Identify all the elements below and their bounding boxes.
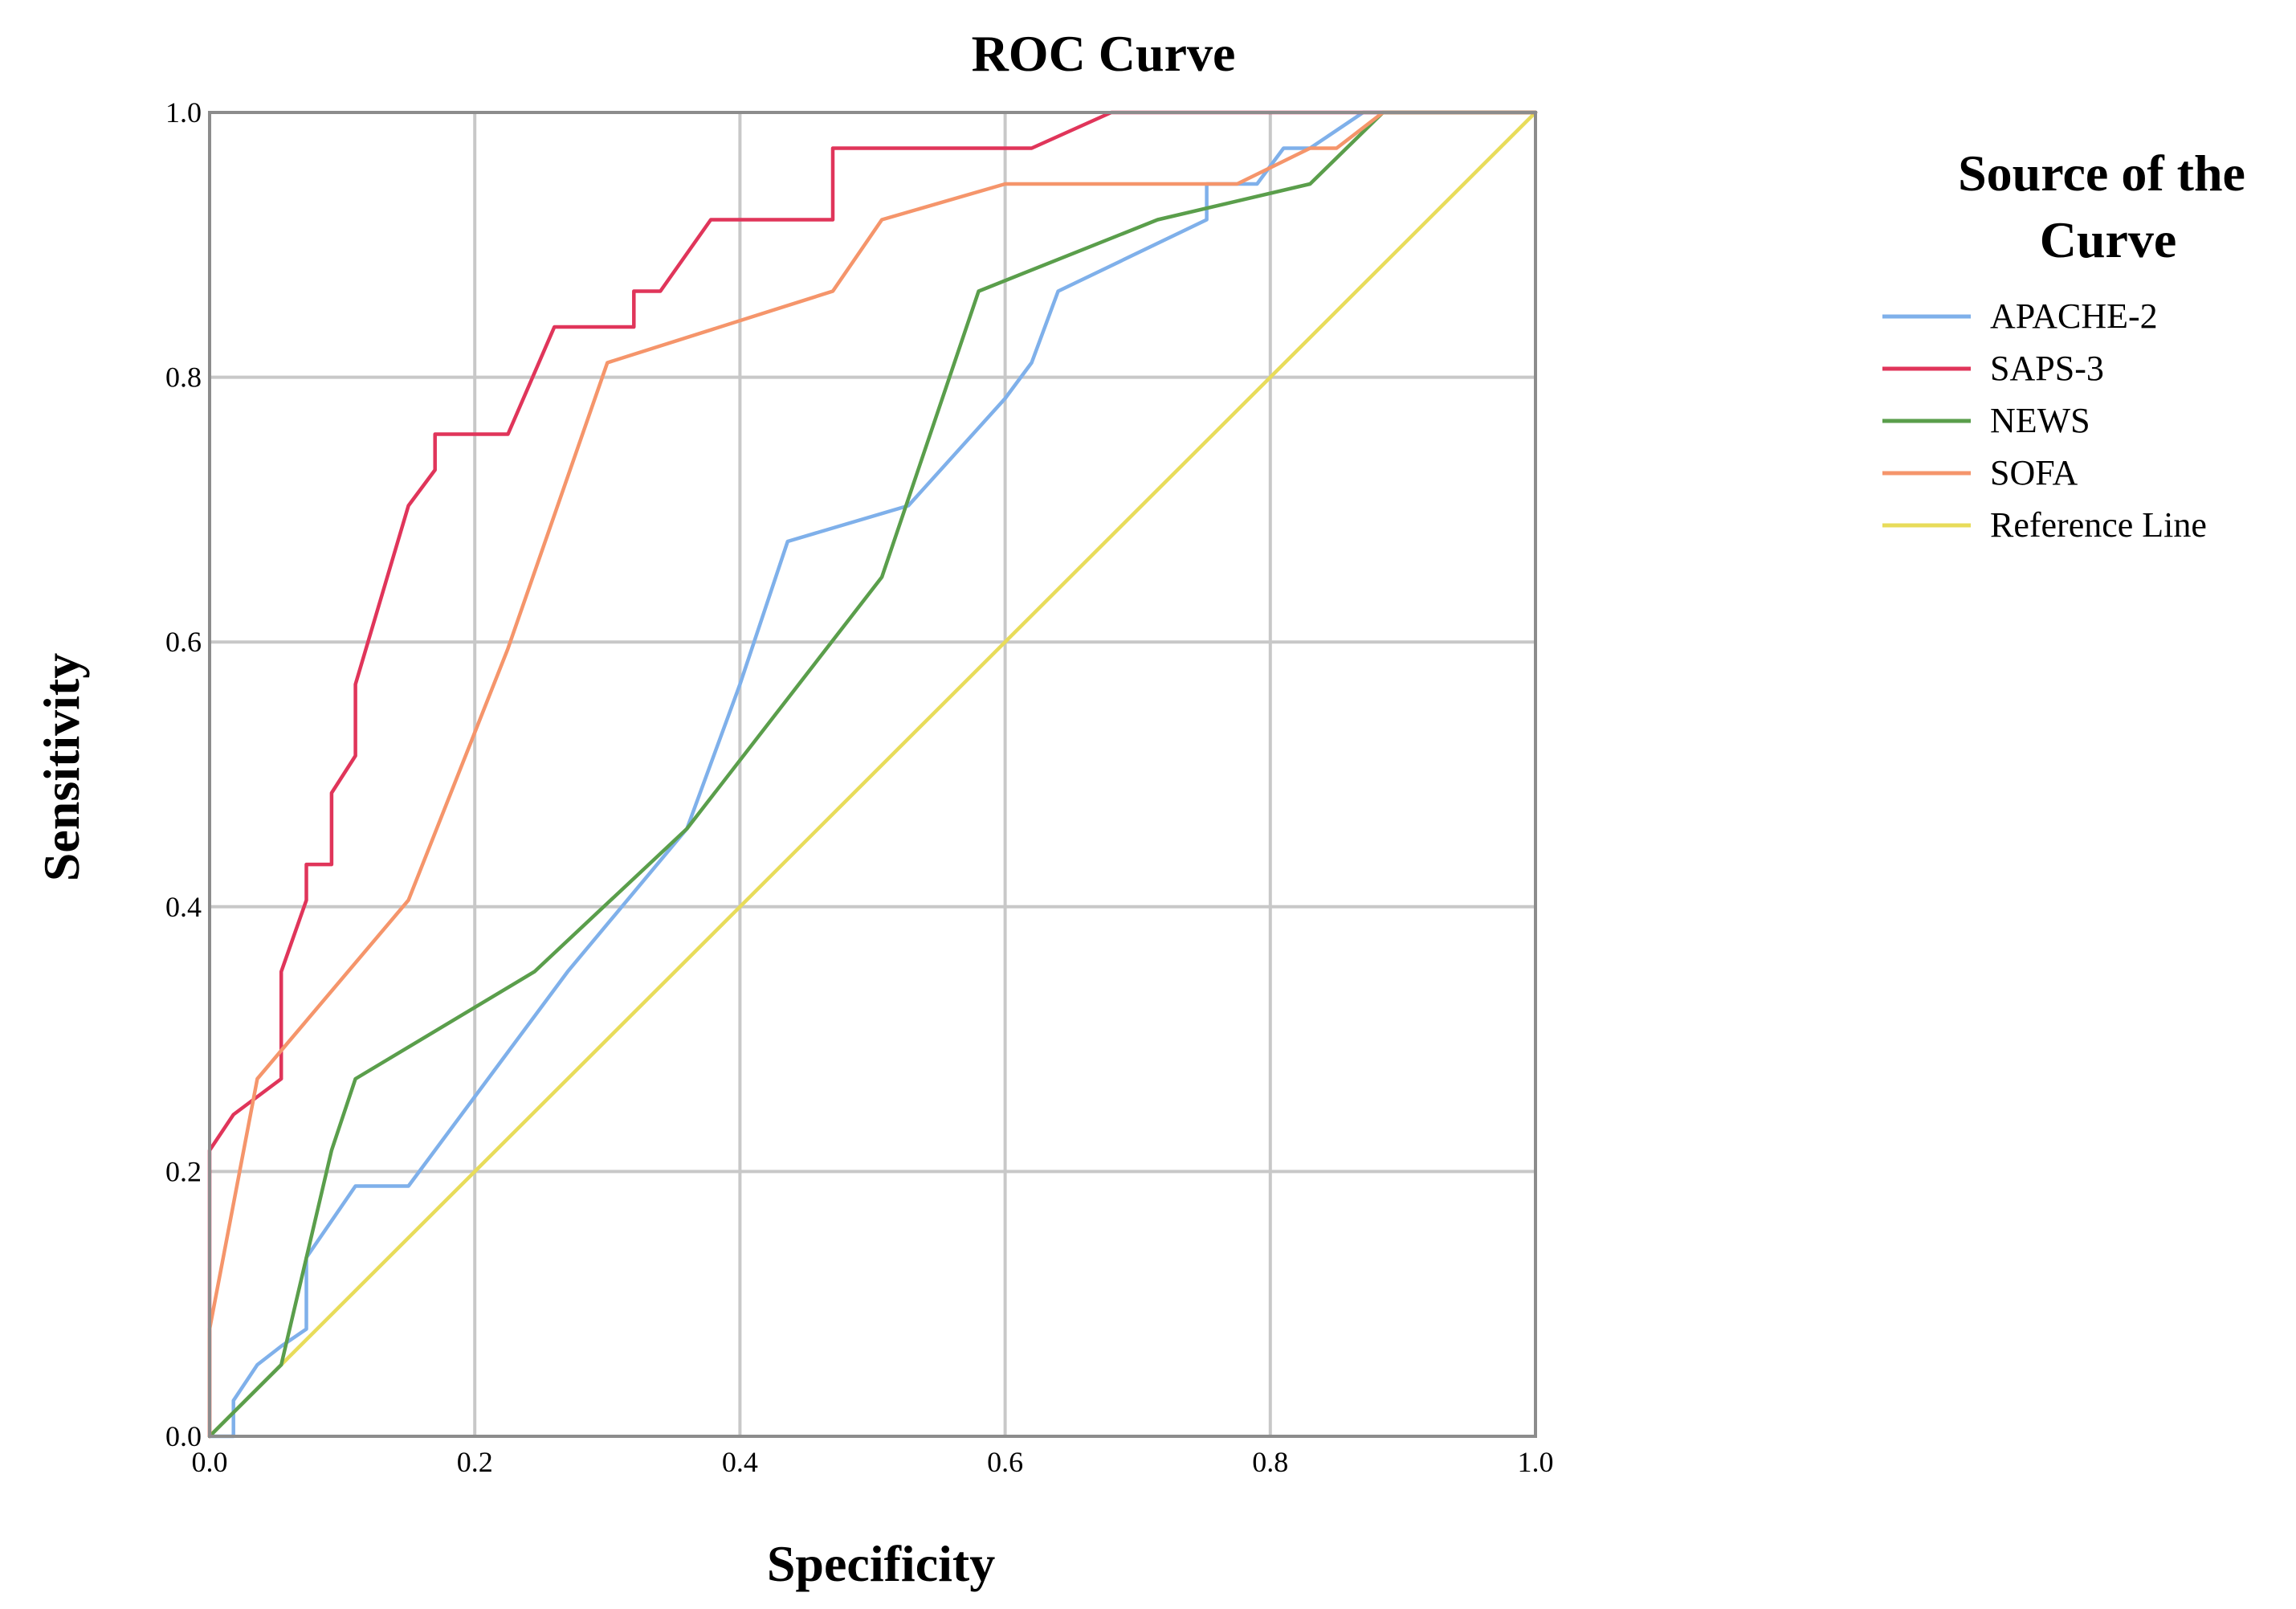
y-tick-labels: 0.0 0.2 0.4 0.6 0.8 1.0 (165, 96, 202, 1452)
legend-item-reference-line: Reference Line (1882, 505, 2207, 545)
x-tick-label: 0.2 (457, 1446, 493, 1478)
legend: Source of the Curve APACHE-2 SAPS-3 NEWS SO… (1882, 145, 2258, 545)
legend-label: Reference Line (1990, 505, 2207, 545)
series-line-news (207, 110, 1538, 1439)
series-line-apache-2 (207, 110, 1538, 1439)
series-line-sofa (207, 110, 1538, 1439)
y-tick-label: 0.4 (165, 891, 202, 923)
grid-lines (210, 112, 1535, 1436)
y-tick-label: 0.6 (165, 626, 202, 658)
y-tick-label: 0.2 (165, 1155, 202, 1187)
x-axis-title: Specificity (767, 1535, 995, 1592)
legend-item-saps-3: SAPS-3 (1882, 349, 2104, 388)
legend-item-sofa: SOFA (1882, 453, 2078, 492)
series-line-saps-3 (207, 110, 1538, 1439)
legend-item-apache-2: APACHE-2 (1882, 296, 2158, 336)
legend-label: SAPS-3 (1990, 349, 2104, 388)
x-tick-label: 0.8 (1252, 1446, 1288, 1478)
legend-label: APACHE-2 (1990, 296, 2158, 336)
legend-label: SOFA (1990, 453, 2078, 492)
y-axis-title: Sensitivity (33, 653, 90, 881)
x-tick-labels: 0.0 0.2 0.4 0.6 0.8 1.0 (192, 1446, 1554, 1478)
y-tick-label: 0.0 (165, 1420, 202, 1452)
legend-title-line-2: Curve (2040, 211, 2177, 268)
legend-item-news: NEWS (1882, 401, 2090, 440)
x-tick-label: 0.6 (987, 1446, 1023, 1478)
series-line-reference-line (207, 110, 1538, 1439)
legend-items: APACHE-2 SAPS-3 NEWS SOFA Reference Line (1882, 296, 2207, 545)
y-tick-label: 1.0 (165, 96, 202, 129)
y-tick-label: 0.8 (165, 361, 202, 394)
x-tick-label: 1.0 (1518, 1446, 1554, 1478)
plot-frame (208, 111, 1537, 1438)
x-tick-label: 0.0 (192, 1446, 228, 1478)
legend-title: Source of the Curve (1958, 145, 2258, 268)
legend-label: NEWS (1990, 401, 2090, 440)
series-lines (207, 110, 1538, 1439)
x-tick-label: 0.4 (722, 1446, 758, 1478)
chart-title: ROC Curve (972, 25, 1236, 82)
legend-title-line-1: Source of the (1958, 145, 2245, 202)
